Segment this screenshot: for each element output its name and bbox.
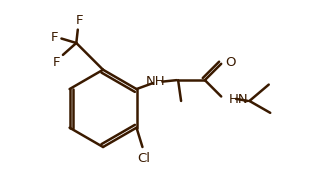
Text: NH: NH [146, 75, 166, 88]
Text: F: F [51, 31, 59, 44]
Text: F: F [52, 56, 60, 69]
Text: O: O [225, 56, 235, 69]
Text: F: F [76, 14, 83, 27]
Text: HN: HN [229, 93, 248, 106]
Text: Cl: Cl [137, 152, 150, 165]
